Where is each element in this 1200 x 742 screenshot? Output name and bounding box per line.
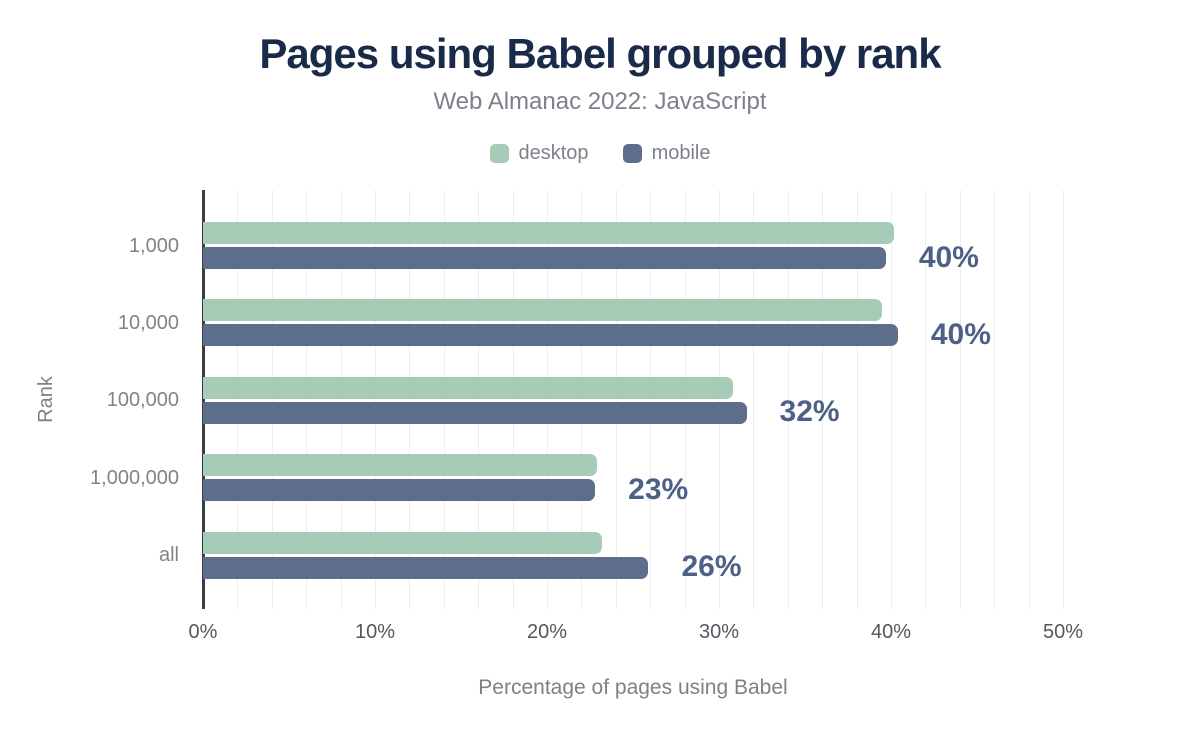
gridline — [615, 190, 617, 609]
bar-mobile-1000[interactable] — [203, 247, 886, 269]
bar-desktop-1000000[interactable] — [203, 454, 597, 477]
data-label: 32% — [779, 395, 840, 429]
legend-item-mobile[interactable]: mobile — [622, 142, 711, 165]
gridline — [306, 190, 308, 609]
bar-mobile-all[interactable] — [203, 556, 649, 579]
category-label: 1,000,000 — [90, 466, 179, 489]
data-label: 40% — [930, 317, 991, 351]
chart-subtitle: Web Almanac 2022: JavaScript — [433, 88, 767, 115]
x-tick-label: 0% — [188, 621, 218, 643]
x-tick-label: 30% — [698, 621, 740, 643]
x-axis-title: Percentage of pages using Babel — [478, 676, 788, 699]
gridline — [994, 190, 996, 609]
data-label: 23% — [628, 472, 689, 506]
gridline — [547, 190, 548, 609]
gridline — [753, 190, 755, 609]
gridline — [925, 190, 927, 609]
bar-mobile-10000[interactable] — [203, 324, 898, 347]
x-tick-label: 40% — [870, 621, 912, 643]
bar-desktop-1000[interactable] — [203, 222, 895, 244]
gridline — [409, 190, 411, 609]
gridline — [581, 190, 583, 609]
bar-desktop-10000[interactable] — [203, 299, 883, 322]
gridline — [684, 190, 686, 609]
chart-title: Pages using Babel grouped by rank — [259, 30, 941, 77]
gridline — [271, 190, 273, 609]
data-label: 26% — [681, 550, 742, 584]
legend-swatch-desktop-icon — [489, 144, 509, 163]
legend-swatch-mobile-icon — [622, 144, 642, 163]
legend-label-mobile: mobile — [651, 142, 711, 164]
gridline — [443, 190, 445, 609]
gridline — [650, 190, 652, 609]
category-label: 1,000 — [128, 234, 179, 257]
category-label: 100,000 — [106, 389, 179, 412]
x-tick-label: 50% — [1042, 621, 1084, 643]
x-axis-ticks: 0% 10% 20% 30% 40% 50% — [189, 620, 1083, 644]
legend-label-desktop: desktop — [518, 142, 589, 164]
gridline — [822, 190, 824, 609]
legend-item-desktop[interactable]: desktop — [489, 142, 589, 165]
bar-desktop-100000[interactable] — [203, 376, 733, 399]
gridline — [478, 190, 480, 609]
x-tick-label: 20% — [526, 621, 568, 643]
gridline — [512, 190, 514, 609]
gridline — [891, 190, 892, 609]
category-label: 10,000 — [117, 311, 179, 334]
gridline — [237, 190, 239, 609]
gridline — [340, 190, 342, 609]
data-label: 40% — [918, 240, 979, 274]
gridline — [719, 190, 720, 609]
bar-mobile-100000[interactable] — [203, 401, 747, 424]
gridline — [856, 190, 858, 609]
x-tick-label: 10% — [354, 621, 396, 643]
gridline — [1028, 190, 1030, 609]
gridline — [787, 190, 789, 609]
gridline — [375, 190, 376, 609]
plot-area: 40% 40% 32% 23% 26% — [202, 190, 1064, 609]
legend: desktop mobile — [0, 142, 1200, 165]
gridline — [1063, 190, 1064, 609]
category-axis: 1,000 10,000 100,000 1,000,000 all — [0, 190, 191, 609]
bar-desktop-all[interactable] — [203, 531, 603, 554]
category-label: all — [158, 544, 179, 567]
bar-mobile-1000000[interactable] — [203, 479, 596, 502]
gridline — [959, 190, 961, 609]
y-axis-line — [202, 190, 205, 609]
